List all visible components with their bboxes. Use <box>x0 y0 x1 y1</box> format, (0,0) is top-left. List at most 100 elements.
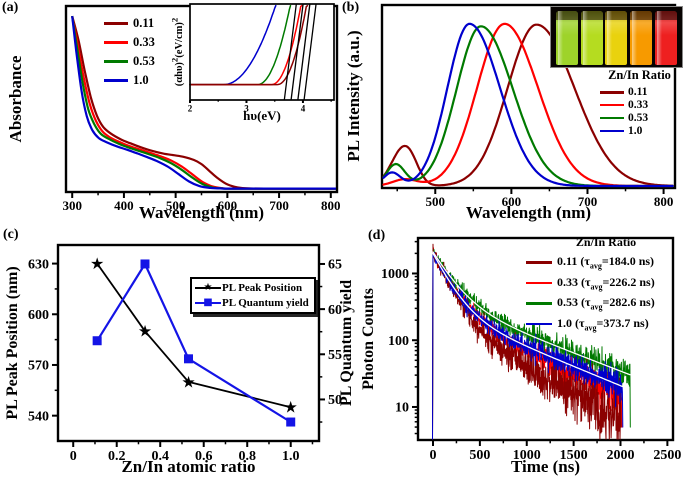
svg-text:★: ★ <box>138 322 152 341</box>
svg-text:700: 700 <box>578 194 598 209</box>
panel-a-letter: (a) <box>2 0 19 15</box>
panel-b-legend: Zn/In Ratio 0.11 0.33 0.53 1.0 <box>592 68 685 138</box>
legend-swatch <box>600 91 624 94</box>
legend-entry: 0.11 <box>104 14 155 33</box>
svg-text:4: 4 <box>301 103 306 113</box>
legend-sub: avg <box>589 261 602 271</box>
svg-text:800: 800 <box>321 198 341 213</box>
svg-text:0: 0 <box>430 448 437 463</box>
legend-title: Zn/In Ratio <box>608 68 671 82</box>
vial-shine <box>557 11 563 65</box>
panel-d: 0 500 1000 1500 2000 2500 10 100 1000 (d) Time (… <box>360 225 685 480</box>
panel-c-x-axis-label: Zn/In atomic ratio <box>121 457 256 476</box>
legend-swatch <box>526 281 552 284</box>
legend-sub: avg <box>584 322 597 332</box>
legend-label: 0.53 <box>628 112 649 125</box>
legend-title: Zn/In Ratio <box>575 235 637 249</box>
vial-shine <box>632 11 638 65</box>
legend-entry: 0.53 <box>600 112 685 125</box>
svg-text:630: 630 <box>28 257 49 272</box>
svg-text:1000: 1000 <box>381 267 409 282</box>
panel-c-left-y-axis-label: PL Peak Position (nm) <box>4 266 21 420</box>
panel-a-inset-x-axis-label: hυ(eV) <box>243 108 281 123</box>
legend-label: =226.2 ns) <box>602 274 655 289</box>
svg-text:300: 300 <box>62 198 82 213</box>
panel-d-letter: (d) <box>368 228 386 243</box>
svg-text:1.0: 1.0 <box>282 449 300 464</box>
svg-text:0: 0 <box>70 449 77 464</box>
inset-ylabel-sup: 2 <box>169 17 180 23</box>
panel-b-letter: (b) <box>342 0 360 15</box>
svg-text:0.6: 0.6 <box>195 449 213 464</box>
svg-text:0.4: 0.4 <box>151 449 169 464</box>
legend-entry: ■ PL Quantum yield <box>195 295 309 310</box>
legend-entry: 1.0 <box>600 125 685 138</box>
legend-label: PL Peak Position <box>222 281 303 294</box>
svg-text:600: 600 <box>218 198 238 213</box>
legend-label: 1.0 <box>628 125 643 138</box>
panel-d-plot: 0 500 1000 1500 2000 2500 10 100 1000 <box>381 236 681 463</box>
svg-text:65: 65 <box>328 258 342 273</box>
svg-text:500: 500 <box>426 194 446 209</box>
svg-text:2500: 2500 <box>653 448 681 463</box>
legend-swatch <box>104 22 128 25</box>
inset-ylabel-sup: 2 <box>169 57 180 63</box>
svg-text:600: 600 <box>502 194 521 209</box>
legend-label: =373.7 ns) <box>596 315 649 330</box>
svg-text:10: 10 <box>395 401 409 416</box>
legend-label: =282.6 ns) <box>602 295 655 310</box>
legend-label: 0.33 <box>628 99 649 112</box>
svg-text:★: ★ <box>181 372 195 391</box>
legend-swatch: ★ <box>195 281 221 295</box>
svg-text:100: 100 <box>388 334 409 349</box>
legend-entry: 0.33 <box>600 99 685 112</box>
svg-text:700: 700 <box>269 198 289 213</box>
svg-text:400: 400 <box>114 198 134 213</box>
svg-text:1500: 1500 <box>560 448 588 463</box>
panel-b-plot: 500 600 700 800 <box>380 3 677 209</box>
legend-entry: 0.11 (τavg=184.0 ns) <box>526 252 685 273</box>
vial-cap <box>655 11 678 20</box>
svg-text:★: ★ <box>90 254 104 273</box>
panel-a-plot: 300 400 500 600 700 800 2 3 4 <box>62 3 341 213</box>
legend-label: 1.0 <box>133 73 149 87</box>
vial-cap <box>605 11 628 20</box>
panel-b-x-axis-label: Wavelength (nm) <box>465 203 592 222</box>
legend-swatch <box>104 79 128 82</box>
svg-text:1000: 1000 <box>513 448 541 463</box>
svg-text:570: 570 <box>28 359 49 374</box>
panel-b-y-axis-label: PL Intensity (a.u.) <box>344 30 363 162</box>
legend-swatch: ■ <box>195 296 221 310</box>
legend-swatch <box>600 129 624 133</box>
legend-swatch <box>600 104 624 107</box>
legend-swatch <box>526 302 552 305</box>
svg-text:0.8: 0.8 <box>238 449 256 464</box>
panel-a-y-axis-label: Absorbance <box>6 55 25 143</box>
legend-entry: 1.0 <box>104 71 155 90</box>
svg-text:500: 500 <box>166 198 186 213</box>
legend-entry: 0.33 <box>104 33 155 52</box>
svg-text:60: 60 <box>328 303 342 318</box>
panel-c: 0 0.2 0.4 0.6 0.8 1.0 540 570 600 630 50 55 60 65 ★ ★ ★ ★… <box>0 225 360 480</box>
uv-vials-photo <box>550 6 683 68</box>
vial-shine <box>657 11 663 65</box>
legend-label: PL Quantum yield <box>222 296 309 309</box>
vial-shine <box>607 11 613 65</box>
svg-text:500: 500 <box>469 448 490 463</box>
inset-ylabel-part: (αhυ) <box>173 62 185 87</box>
vial <box>555 11 578 65</box>
panel-d-legend: Zn/In Ratio 0.11 (τavg=184.0 ns) 0.33 (τ… <box>526 235 685 334</box>
svg-text:50: 50 <box>328 393 342 408</box>
inset-ylabel-part: (eV/cm) <box>173 22 185 58</box>
legend-entry: 1.0 (τavg=373.7 ns) <box>526 314 685 335</box>
legend-label: =184.0 ns) <box>601 254 655 269</box>
panel-a-inset-y-axis-label: (αhυ)2(eV/cm)2 <box>169 18 185 86</box>
legend-label: 0.53 (τ <box>557 295 591 310</box>
legend-sub: avg <box>590 281 603 291</box>
vial-shine <box>582 11 588 65</box>
svg-text:2: 2 <box>188 103 193 113</box>
panel-a-legend: 0.11 0.33 0.53 1.0 <box>104 14 155 90</box>
legend-label: 0.11 <box>628 86 648 99</box>
legend-swatch <box>104 41 128 44</box>
